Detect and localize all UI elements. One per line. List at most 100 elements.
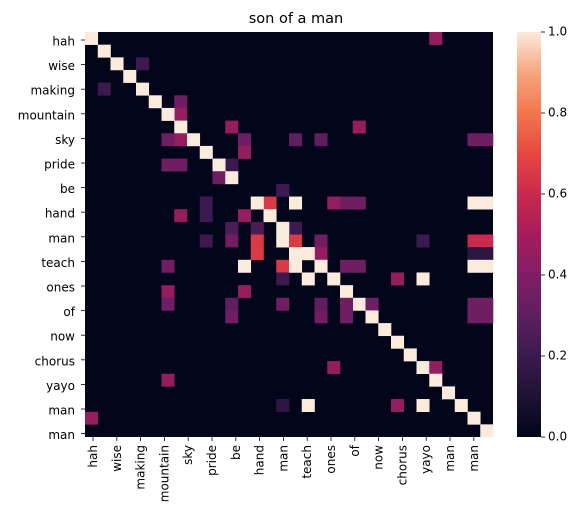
column-tick-label: of — [348, 444, 362, 456]
heatmap-cell — [467, 247, 481, 261]
heatmap-cell — [442, 386, 456, 400]
heatmap-cell — [416, 361, 430, 375]
heatmap-cell — [467, 133, 481, 147]
heatmap-cell — [250, 196, 264, 210]
heatmap-cell — [225, 158, 239, 172]
heatmap-cell — [225, 297, 239, 311]
heatmap-cell — [238, 259, 252, 273]
column-tick-label: pride — [205, 445, 219, 476]
heatmap-cell — [301, 272, 315, 286]
heatmap-cell — [314, 297, 328, 311]
heatmap-cell — [263, 209, 277, 223]
row-tick-label: sky — [55, 133, 75, 147]
heatmap-cell — [225, 310, 239, 324]
heatmap-cell — [480, 424, 494, 438]
heatmap-cell — [467, 259, 481, 273]
heatmap-cell — [391, 399, 405, 412]
column-tick-label: wise — [110, 445, 124, 472]
column-tick-label: be — [229, 445, 243, 460]
row-tick-label: man — [48, 231, 75, 245]
heatmap-cell — [327, 196, 341, 210]
heatmap-cell — [97, 44, 111, 58]
heatmap-cell — [276, 399, 290, 412]
heatmap-cell — [238, 145, 252, 159]
heatmap-cell — [85, 411, 99, 425]
row-tick-label: pride — [44, 158, 75, 172]
heatmap-cell — [416, 234, 430, 248]
colorbar-tick-label: 0.6 — [548, 187, 567, 201]
colorbar-tick-label: 0.4 — [548, 268, 567, 282]
row-tick-label: of — [63, 305, 75, 319]
heatmap-cell — [148, 95, 162, 109]
heatmap-cell — [429, 32, 443, 45]
heatmap-cell — [161, 158, 175, 172]
heatmap-cell — [174, 107, 188, 121]
heatmap-cell — [225, 221, 239, 235]
heatmap-cell — [467, 234, 481, 248]
row-tick-label: making — [30, 84, 75, 98]
heatmap-cell — [327, 361, 341, 375]
heatmap-cell — [378, 323, 392, 337]
heatmap-cell — [212, 171, 226, 185]
heatmap-cell — [480, 297, 494, 311]
heatmap-cell — [212, 158, 226, 172]
heatmap-cell — [161, 297, 175, 311]
heatmap-cell — [289, 247, 303, 261]
heatmap-cell — [250, 247, 264, 261]
column-tick-label: chorus — [395, 445, 409, 485]
heatmap-cell — [161, 373, 175, 387]
column-tick-label: now — [372, 445, 386, 470]
column-tick-labels: hah wise making mountain sky pride be hand man te… — [86, 437, 481, 502]
heatmap-cell — [314, 310, 328, 324]
heatmap-cell — [352, 259, 366, 273]
heatmap-cell — [161, 107, 175, 121]
heatmap-cell — [276, 259, 290, 273]
row-tick-label: now — [50, 330, 75, 344]
column-tick-label: hand — [253, 445, 267, 475]
heatmap-cell — [174, 209, 188, 223]
heatmap-cell — [136, 57, 150, 71]
colorbar-tick-label: 0.8 — [548, 106, 567, 120]
heatmap-cell — [174, 133, 188, 147]
heatmap-cell — [161, 133, 175, 147]
heatmap-cell — [416, 272, 430, 286]
heatmap-cell — [289, 133, 303, 147]
column-tick-label: yayo — [419, 445, 433, 474]
heatmap-cell — [187, 133, 201, 147]
heatmap-cell — [340, 297, 354, 311]
heatmap-cell — [123, 69, 137, 83]
heatmap-cell — [314, 247, 328, 261]
heatmap-cell — [238, 209, 252, 223]
heatmap-cell — [289, 196, 303, 210]
heatmap-cell — [289, 221, 303, 235]
heatmap-cell — [467, 411, 481, 425]
row-tick-label: teach — [41, 256, 75, 270]
heatmap-cell — [352, 120, 366, 134]
heatmap-cell — [314, 234, 328, 248]
colorbar-tick-label: 1.0 — [548, 25, 567, 39]
heatmap-cell — [365, 310, 379, 324]
heatmap-cell — [391, 335, 405, 349]
heatmap-cell — [340, 196, 354, 210]
column-tick-label: ones — [324, 445, 338, 474]
heatmap-cell — [480, 259, 494, 273]
heatmap-cell — [480, 196, 494, 210]
heatmap-cell — [467, 196, 481, 210]
heatmap-cell — [225, 234, 239, 248]
heatmap-cell — [136, 82, 150, 96]
heatmap-cell — [480, 234, 494, 248]
heatmap-cell — [352, 297, 366, 311]
heatmap-cell — [225, 120, 239, 134]
heatmap-cell — [480, 247, 494, 261]
heatmap-cell — [403, 348, 417, 362]
row-tick-label: mountain — [18, 108, 75, 122]
heatmap-cell — [416, 399, 430, 412]
heatmap-cell — [480, 133, 494, 147]
row-tick-labels: hah wise making mountain sky pride be hand man te… — [18, 35, 85, 442]
heatmap-cell — [289, 259, 303, 273]
heatmap-cell — [110, 57, 124, 71]
heatmap-cell — [289, 234, 303, 248]
heatmap-cell — [314, 133, 328, 147]
heatmap-cell — [225, 171, 239, 185]
